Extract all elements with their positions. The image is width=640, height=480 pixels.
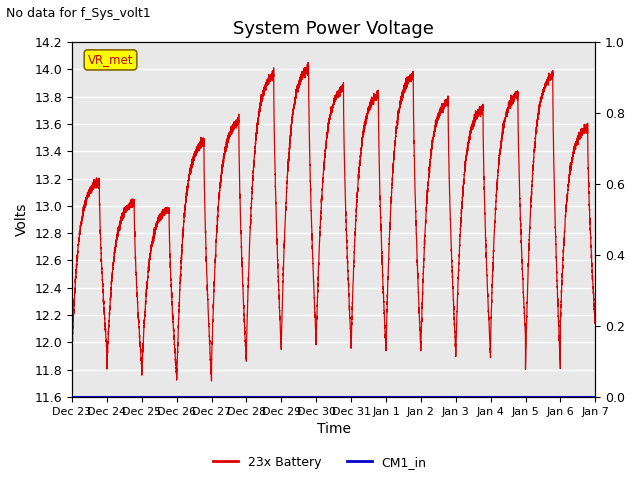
Text: VR_met: VR_met — [88, 53, 133, 66]
X-axis label: Time: Time — [317, 422, 351, 436]
Text: No data for f_Sys_volt1: No data for f_Sys_volt1 — [6, 7, 151, 20]
Y-axis label: Volts: Volts — [15, 203, 29, 236]
Title: System Power Voltage: System Power Voltage — [233, 20, 434, 38]
Legend: 23x Battery, CM1_in: 23x Battery, CM1_in — [208, 451, 432, 474]
